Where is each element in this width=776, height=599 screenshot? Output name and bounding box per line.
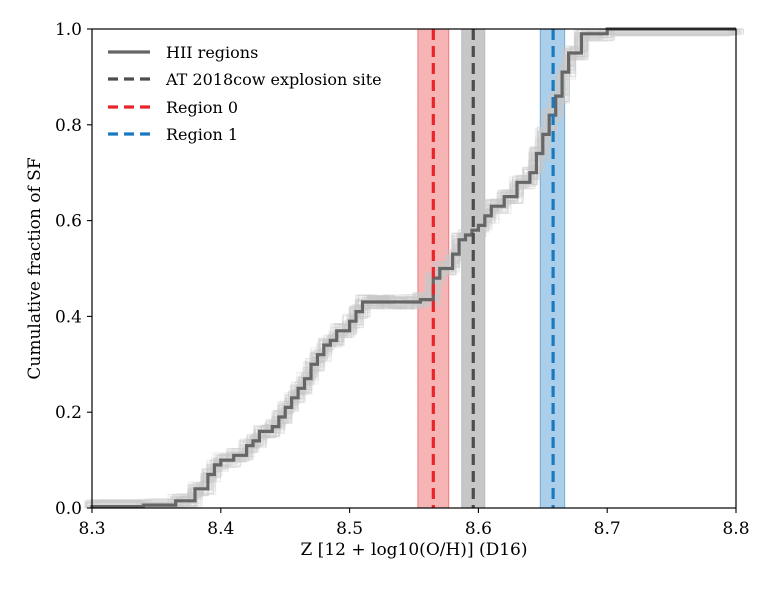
- y-tick-label: 0.8: [55, 116, 82, 136]
- realization-line: [86, 29, 738, 509]
- y-tick-label: 0.0: [55, 499, 82, 519]
- x-tick-label: 8.6: [465, 519, 492, 539]
- realization-line: [86, 28, 744, 509]
- realization-line: [92, 28, 742, 509]
- x-tick-label: 8.7: [594, 519, 621, 539]
- y-tick-label: 0.6: [55, 212, 82, 232]
- realization-line: [90, 30, 741, 509]
- realization-line: [98, 31, 732, 509]
- realization-line: [89, 28, 736, 509]
- y-tick-label: 0.4: [55, 307, 82, 327]
- realization-line: [91, 29, 730, 509]
- series-layer: [90, 27, 736, 509]
- x-tick-label: 8.4: [207, 519, 234, 539]
- legend-label-hii: HII regions: [166, 43, 258, 62]
- realization-line: [89, 28, 732, 509]
- axis-ticks: 8.3 8.4 8.5 8.6 8.7 8.8 0.0 0.2 0.4 0.6 0.8 1.0: [55, 20, 750, 539]
- realization-line: [93, 30, 733, 508]
- realization-line: [90, 29, 734, 508]
- x-axis-label: Z [12 + log10(O/H)] (D16): [300, 540, 527, 560]
- realization-line: [84, 28, 736, 509]
- realization-line: [97, 28, 731, 509]
- x-tick-label: 8.5: [336, 519, 363, 539]
- x-tick-label: 8.3: [78, 519, 105, 539]
- realization-line: [89, 29, 729, 509]
- y-axis-label: Cumulative fraction of SF: [25, 157, 45, 379]
- realization-line: [85, 28, 742, 509]
- realization-line: [95, 28, 733, 509]
- realization-line: [87, 31, 742, 509]
- y-tick-label: 0.2: [55, 403, 82, 423]
- plot-frame: [91, 28, 737, 509]
- legend: HII regions AT 2018cow explosion site Re…: [108, 43, 382, 144]
- y-tick-label: 1.0: [55, 20, 82, 40]
- legend-label-region0: Region 0: [166, 98, 238, 117]
- realization-line: [92, 28, 743, 508]
- realization-line: [93, 29, 742, 509]
- legend-label-explosion: AT 2018cow explosion site: [165, 70, 382, 89]
- x-tick-label: 8.8: [722, 519, 749, 539]
- realization-line: [98, 28, 732, 509]
- realization-line: [98, 28, 741, 509]
- realization-line: [86, 28, 729, 509]
- legend-label-region1: Region 1: [166, 125, 238, 144]
- hii-regions-line: [90, 27, 736, 509]
- realization-line: [86, 28, 732, 509]
- realization-line: [93, 28, 735, 509]
